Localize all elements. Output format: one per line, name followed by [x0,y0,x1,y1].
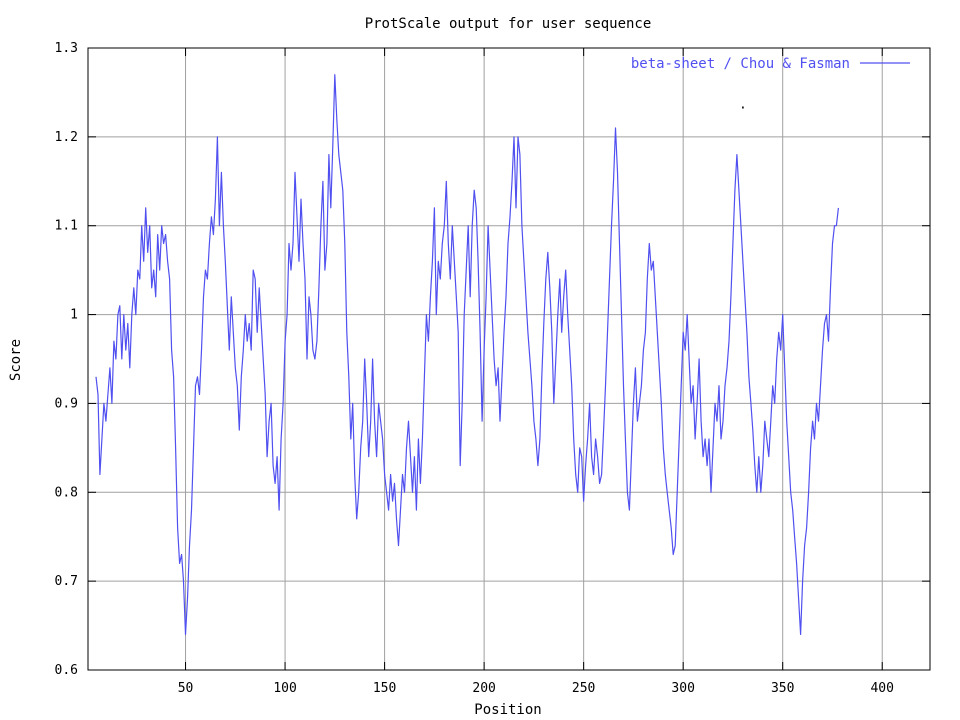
plot-frame [87,47,931,671]
y-tick-label: 0.8 [55,485,78,500]
y-axis-title: Score [8,339,24,381]
x-tick-label: 100 [273,681,296,696]
x-tick-label: 200 [472,681,495,696]
y-tick-label: 0.6 [55,663,78,678]
x-axis-title: Position [474,702,541,718]
x-tick-label: 350 [771,681,794,696]
axis-ticks: 0.6 0.7 0.8 0.9 1 1.1 1.2 1.3 50 100 150 200 250 300 3… [55,41,930,696]
series-layer [95,74,839,636]
y-tick-label: 0.7 [55,574,78,589]
y-tick-label: 0.9 [55,396,78,411]
y-tick-label: 1 [70,308,78,323]
legend-label: beta-sheet / Chou & Fasman [631,56,850,72]
x-tick-label: 250 [572,681,595,696]
legend: beta-sheet / Chou & Fasman [631,56,910,72]
y-tick-label: 1.2 [55,130,78,145]
chart-title: ProtScale output for user sequence [365,16,652,32]
x-tick-label: 300 [671,681,694,696]
y-tick-label: 1.1 [55,219,78,234]
x-tick-label: 150 [373,681,396,696]
series-line [95,74,839,636]
annotation-dot: · [739,101,747,116]
y-tick-label: 1.3 [55,41,78,56]
x-tick-label: 50 [178,681,194,696]
x-tick-label: 400 [870,681,893,696]
